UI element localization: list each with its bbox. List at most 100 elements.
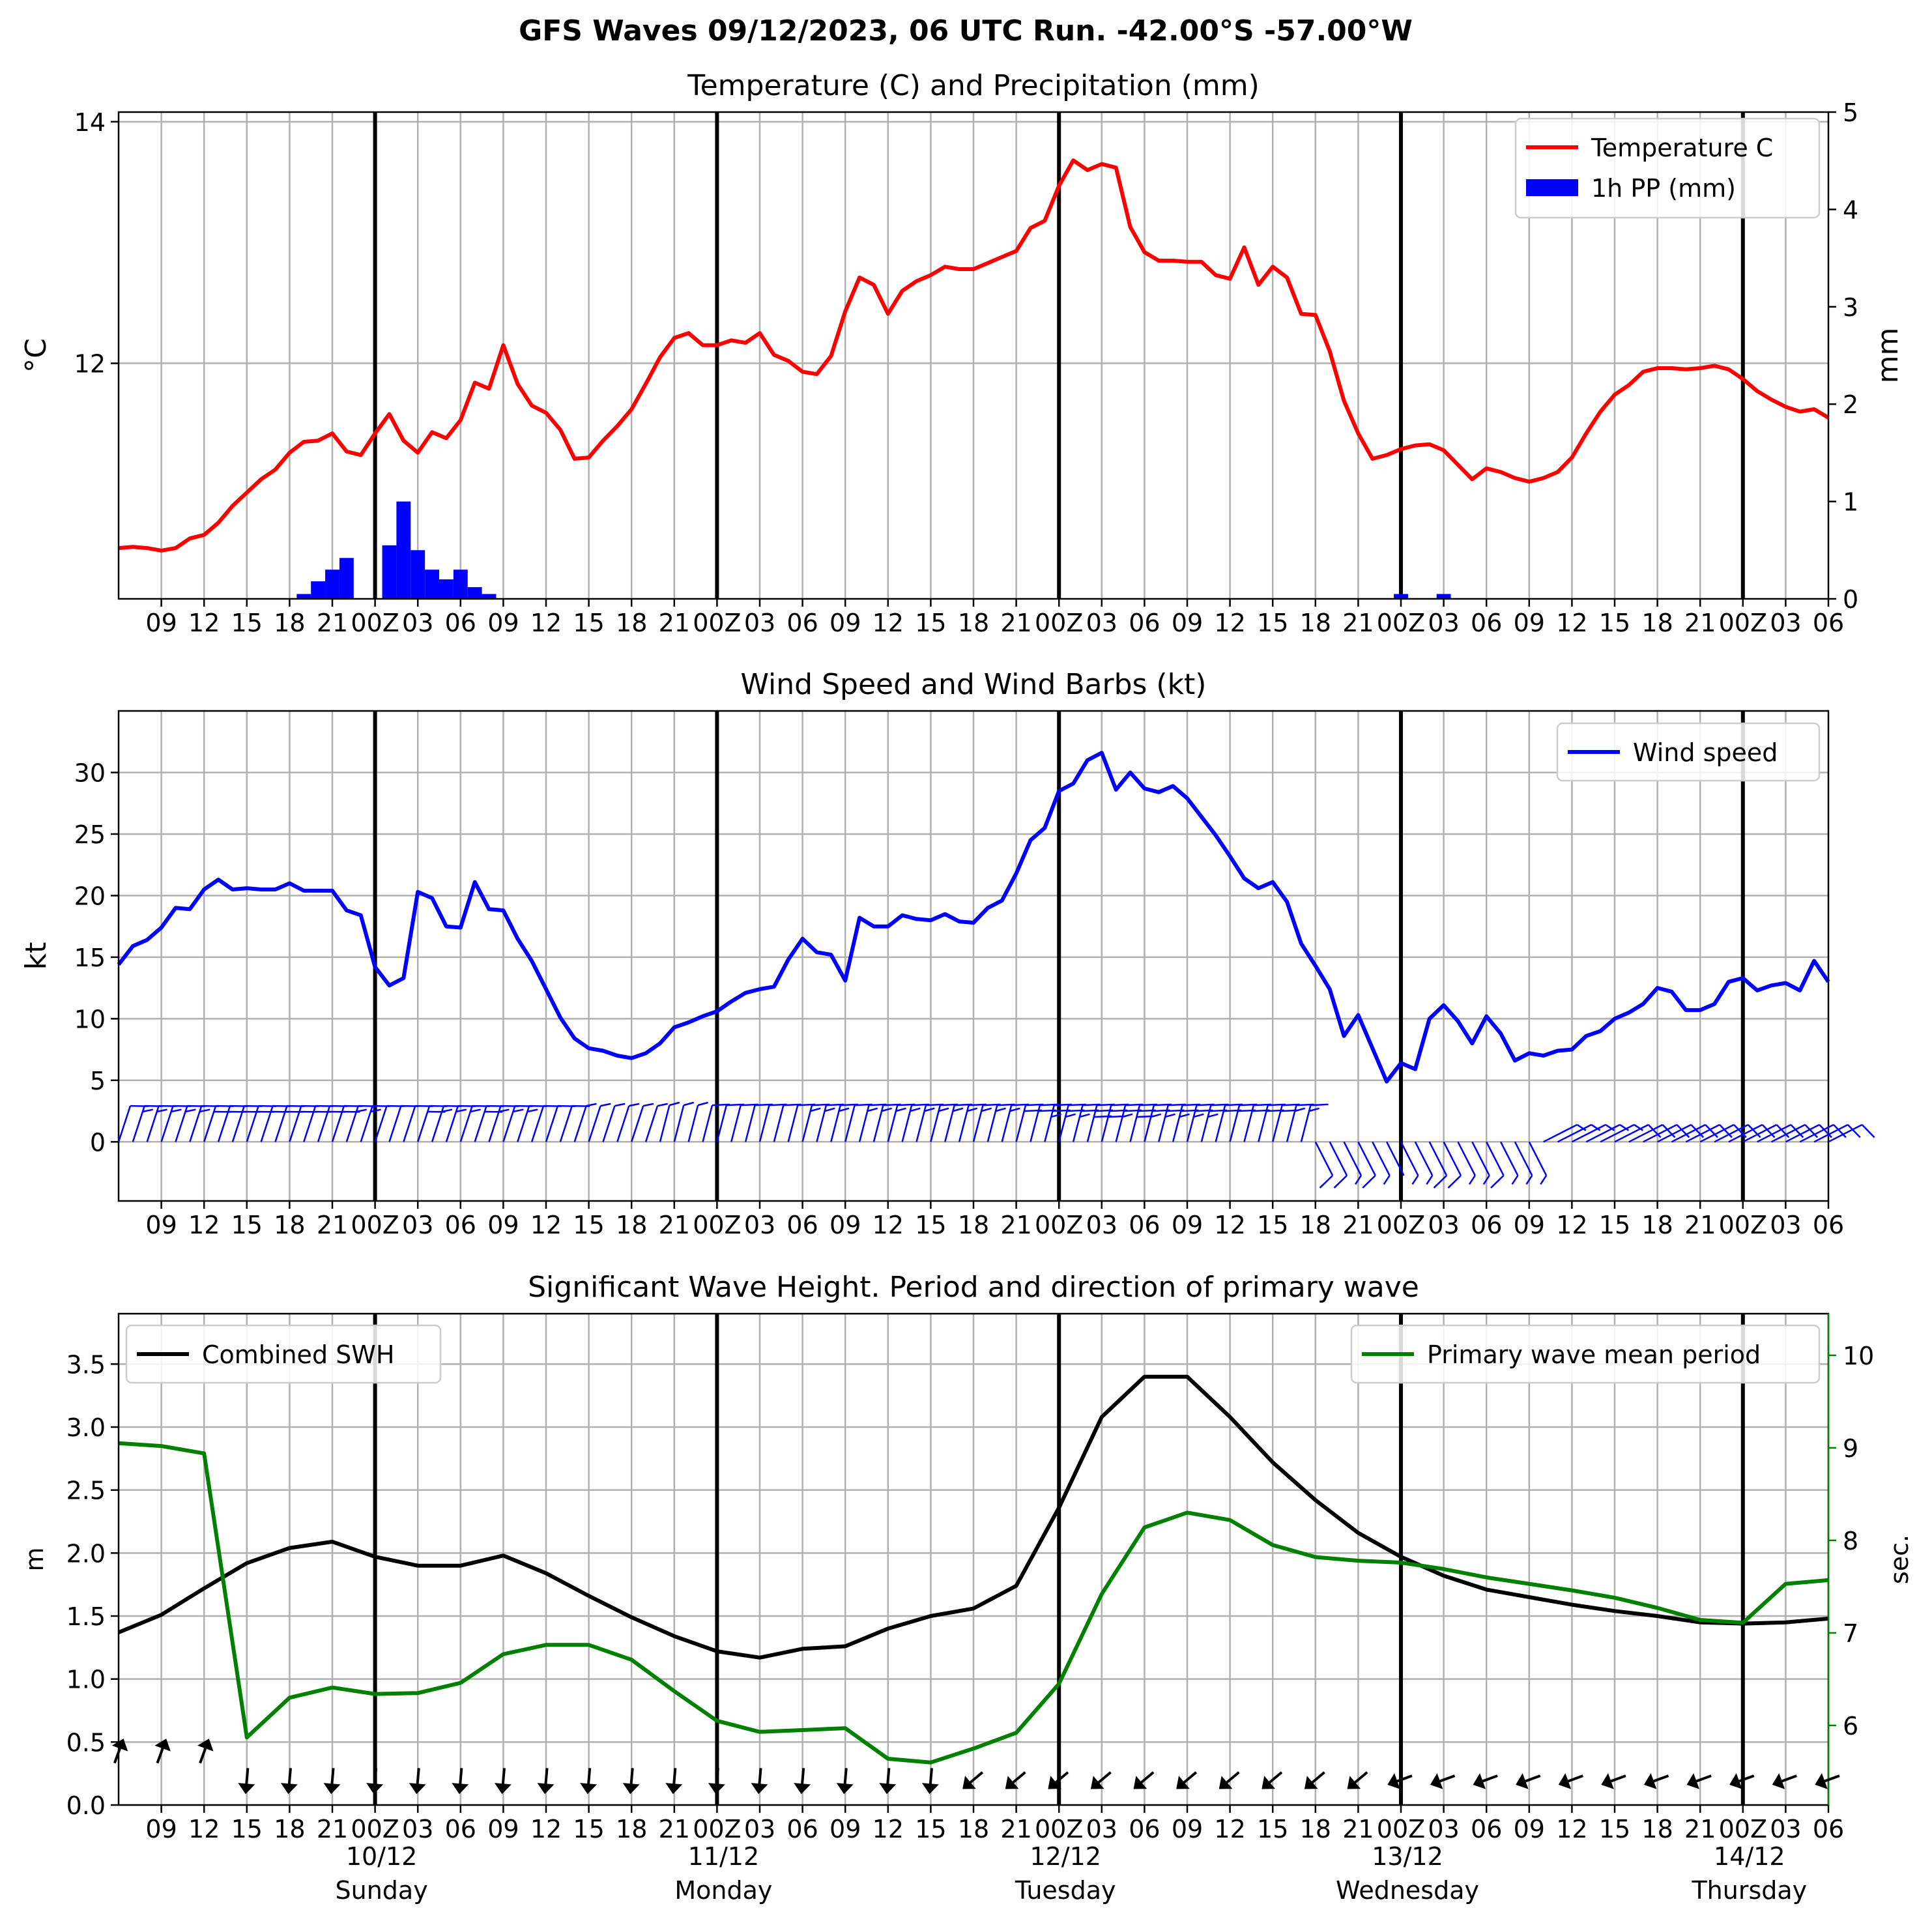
barb-staff xyxy=(146,1105,160,1142)
x-tick-label: 03 xyxy=(1086,609,1117,637)
arrow-head xyxy=(751,1783,768,1795)
barb-staff xyxy=(844,1105,856,1142)
barb-staff xyxy=(602,1105,616,1142)
wind-barb xyxy=(1499,1141,1519,1185)
barb-staff xyxy=(1785,1123,1820,1143)
y-right-tick-label: 10 xyxy=(1843,1342,1874,1370)
x-tick-label: 06 xyxy=(1129,1815,1160,1843)
x-tick-label: 18 xyxy=(1641,1211,1673,1239)
barb-flag xyxy=(455,1108,467,1113)
x-tick-label: 09 xyxy=(1172,1815,1203,1843)
barb-staff xyxy=(517,1105,530,1142)
y-right-tick-label: 6 xyxy=(1843,1712,1858,1740)
arrow-head xyxy=(622,1783,640,1795)
wind-barb xyxy=(616,1103,640,1142)
wave-direction-arrow xyxy=(1516,1773,1541,1789)
wind-barb xyxy=(1400,1141,1419,1185)
barb-flag xyxy=(199,1108,210,1113)
wave-direction-arrow xyxy=(794,1768,811,1795)
x-tick-label: 03 xyxy=(744,609,775,637)
x-tick-label: 21 xyxy=(1342,1815,1374,1843)
arrow-head xyxy=(1090,1776,1104,1789)
y-tick-label: 25 xyxy=(74,820,106,849)
barb-staff xyxy=(758,1105,770,1142)
x-tick-label: 03 xyxy=(402,609,433,637)
day-weekday-label: Sunday xyxy=(336,1876,428,1905)
legend-label: Combined SWH xyxy=(202,1340,394,1369)
barb-staff xyxy=(1072,1105,1084,1142)
barb-staff xyxy=(730,1105,742,1142)
barb-staff xyxy=(1543,1123,1578,1143)
barb-flag xyxy=(1719,1124,1733,1138)
barb-staff xyxy=(1357,1141,1376,1176)
barb-flag xyxy=(1576,1123,1587,1131)
barb-flag xyxy=(185,1108,196,1113)
arrow-head xyxy=(1729,1773,1742,1789)
day-weekday-label: Wednesday xyxy=(1336,1876,1479,1905)
barb-staff xyxy=(189,1105,203,1142)
x-tick-label: 06 xyxy=(1813,1211,1844,1239)
barb-flag xyxy=(1847,1124,1861,1138)
x-tick-label: 03 xyxy=(744,1815,775,1843)
barb-staff xyxy=(972,1105,984,1142)
x-tick-label: 00Z xyxy=(1719,609,1767,637)
precip-bar xyxy=(396,501,411,599)
wind-barb xyxy=(1585,1123,1630,1143)
barb-staff xyxy=(1685,1123,1720,1143)
barb-staff xyxy=(673,1105,685,1142)
barb-flag xyxy=(1647,1124,1662,1138)
wind-barb xyxy=(1372,1141,1391,1185)
barb-staff xyxy=(1770,1123,1806,1143)
barb-staff xyxy=(1386,1141,1405,1176)
barb-staff xyxy=(702,1105,714,1142)
barb-staff xyxy=(303,1105,317,1142)
y-tick-label: 2.0 xyxy=(66,1539,106,1568)
legend-box xyxy=(125,1324,442,1384)
barb-staff xyxy=(260,1105,274,1142)
barb-flag xyxy=(1150,1113,1162,1118)
day-date-label: 14/12 xyxy=(1714,1842,1785,1871)
barb-staff xyxy=(1258,1105,1269,1142)
x-tick-label: 15 xyxy=(231,609,263,637)
x-tick-label: 18 xyxy=(274,1815,305,1843)
wind-barb xyxy=(1728,1123,1776,1143)
x-tick-label: 03 xyxy=(1770,1815,1801,1843)
y-tick-label: 10 xyxy=(74,1005,106,1033)
x-tick-label: 15 xyxy=(1257,1211,1288,1239)
x-tick-label: 21 xyxy=(659,1815,690,1843)
barb-flag xyxy=(470,1108,481,1113)
arrow-head xyxy=(708,1783,725,1795)
barb-staff xyxy=(1657,1123,1692,1143)
x-tick-label: 21 xyxy=(1684,1815,1716,1843)
barb-staff xyxy=(1585,1123,1621,1143)
barb-staff xyxy=(1414,1141,1434,1176)
y-tick-label: 14 xyxy=(74,108,106,137)
arrow-head xyxy=(197,1739,214,1752)
barb-flag xyxy=(1819,1124,1832,1138)
barb-flag xyxy=(513,1108,524,1113)
wave-direction-arrow xyxy=(494,1768,512,1795)
barb-flag xyxy=(981,1107,992,1112)
y-tick-label: 0.0 xyxy=(66,1791,106,1820)
barb-staff xyxy=(502,1105,516,1142)
x-tick-label: 15 xyxy=(573,609,604,637)
wave-direction-arrow xyxy=(708,1768,725,1795)
wind-barb xyxy=(1514,1141,1533,1185)
x-tick-label: 21 xyxy=(317,609,348,637)
arrow-head xyxy=(1347,1776,1361,1789)
y-axis-label: kt xyxy=(20,942,53,970)
arrow-head xyxy=(1005,1776,1019,1789)
wave-direction-arrow xyxy=(1347,1771,1368,1789)
day-date-label: 11/12 xyxy=(688,1842,760,1871)
wind-barb xyxy=(1314,1141,1334,1189)
barb-flag xyxy=(683,1101,695,1106)
wind-barb xyxy=(588,1103,611,1142)
barb-flag xyxy=(356,1108,367,1113)
y-right-tick-label: 9 xyxy=(1843,1434,1858,1463)
wind-barb xyxy=(573,1103,597,1142)
barb-staff xyxy=(1243,1105,1255,1142)
barb-staff xyxy=(816,1105,828,1142)
wind-barb xyxy=(687,1101,708,1142)
